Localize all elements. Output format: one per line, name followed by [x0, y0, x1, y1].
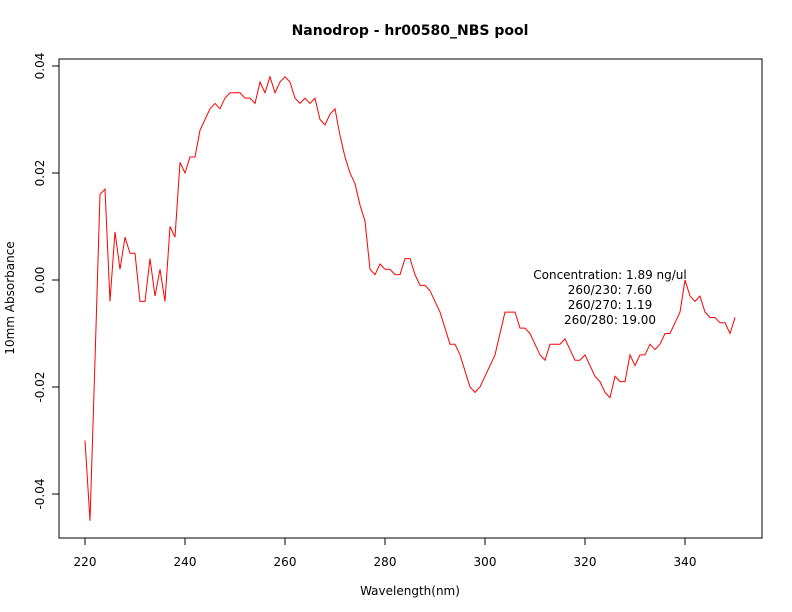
x-axis: 220 240 260 280 300 320 340	[74, 537, 697, 569]
y-tick-label: -0.02	[33, 371, 47, 402]
x-tick-label: 260	[274, 555, 297, 569]
annotation-line: Concentration: 1.89 ng/ul	[533, 268, 687, 282]
y-tick-label: 0.04	[33, 53, 47, 80]
y-tick-label: 0.02	[33, 160, 47, 187]
x-tick-label: 220	[74, 555, 97, 569]
y-axis: -0.04 -0.02 0.00 0.02 0.04	[33, 53, 60, 510]
x-axis-label: Wavelength(nm)	[360, 584, 460, 598]
x-tick-label: 320	[574, 555, 597, 569]
chart-title: Nanodrop - hr00580_NBS pool	[292, 23, 529, 39]
annotation-line: 260/280: 19.00	[564, 313, 656, 327]
y-tick-label: 0.00	[33, 267, 47, 294]
x-tick-label: 240	[174, 555, 197, 569]
y-tick-label: -0.04	[33, 478, 47, 509]
x-tick-label: 280	[374, 555, 397, 569]
annotation-line: 260/270: 1.19	[568, 298, 652, 312]
x-tick-label: 300	[474, 555, 497, 569]
series-line-absorbance	[84, 75, 736, 521]
y-axis-label: 10mm Absorbance	[3, 241, 17, 354]
annotation-line: 260/230: 7.60	[568, 283, 652, 297]
x-tick-label: 340	[674, 555, 697, 569]
